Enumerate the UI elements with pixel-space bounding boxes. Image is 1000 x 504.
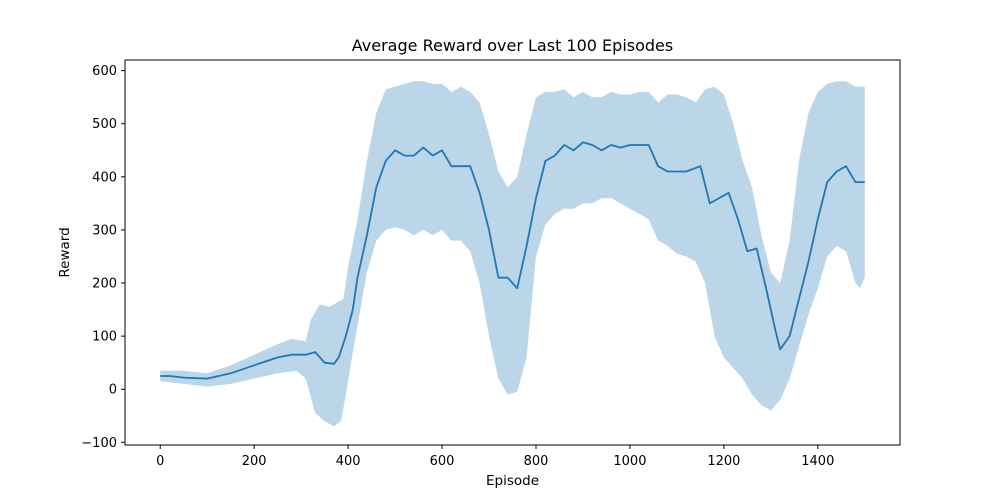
x-tick-label: 1200 xyxy=(707,454,740,469)
y-tick-label: 200 xyxy=(92,277,117,292)
x-tick-label: 0 xyxy=(156,454,164,469)
x-tick-label: 800 xyxy=(524,454,549,469)
y-tick-label: 600 xyxy=(92,64,117,79)
y-tick-label: 100 xyxy=(92,330,117,345)
y-tick-label: 500 xyxy=(92,117,117,132)
x-tick-label: 400 xyxy=(336,454,361,469)
x-tick-label: 1000 xyxy=(613,454,646,469)
plot-area-frame xyxy=(124,59,901,446)
x-tick-label: 600 xyxy=(430,454,455,469)
y-tick-label: 300 xyxy=(92,223,117,238)
y-tick-label: −100 xyxy=(81,436,117,451)
y-axis-label: Reward xyxy=(57,227,73,277)
y-tick-label: 0 xyxy=(109,383,117,398)
reward-line-layer xyxy=(160,141,865,380)
x-tick-label: 1400 xyxy=(801,454,834,469)
x-tick-label: 200 xyxy=(242,454,267,469)
y-axis-ticks: −100 0 100 200 300 400 500 600 xyxy=(81,64,125,451)
chart-title: Average Reward over Last 100 Episodes xyxy=(352,36,673,55)
reward-mean-line xyxy=(160,141,865,380)
x-axis-label: Episode xyxy=(486,473,539,489)
y-tick-label: 400 xyxy=(92,170,117,185)
reward-std-band xyxy=(160,81,865,427)
reward-band-layer xyxy=(160,81,865,427)
x-axis-ticks: 0 200 400 600 800 1000 1200 1400 xyxy=(156,445,834,469)
